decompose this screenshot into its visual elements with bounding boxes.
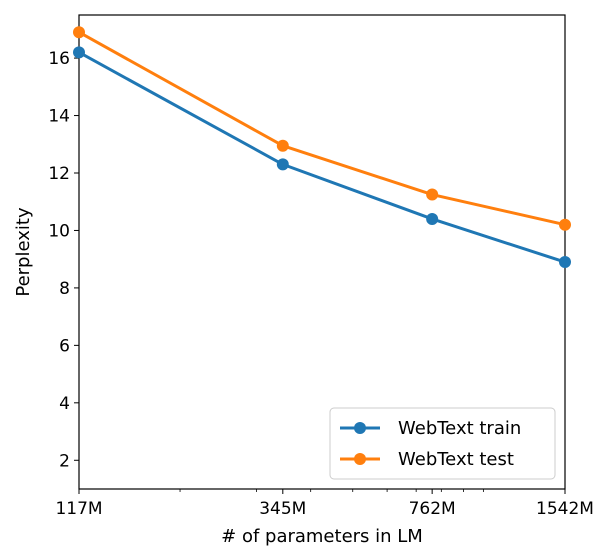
y-tick-label: 6 [59, 336, 70, 356]
y-tick-label: 10 [48, 221, 70, 241]
y-tick-label: 12 [48, 164, 70, 184]
data-point [559, 256, 571, 269]
data-point [276, 139, 289, 152]
data-point [276, 158, 289, 171]
x-tick-label: 117M [55, 499, 102, 519]
x-axis-label: # of parameters in LM [221, 526, 423, 547]
data-point [426, 188, 439, 201]
data-point [426, 212, 439, 225]
x-tick-label: 762M [409, 499, 456, 519]
legend-marker [354, 453, 366, 465]
legend-box [329, 407, 556, 480]
data-point [73, 46, 85, 59]
series-line [78, 51, 566, 264]
legend-marker [354, 422, 366, 434]
data-point [73, 26, 85, 39]
x-tick-label: 345M [259, 499, 306, 519]
y-tick-label: 2 [59, 451, 70, 471]
legend-label: WebText train [398, 418, 521, 439]
series-line [78, 30, 566, 227]
legend: WebText train WebText test [329, 407, 556, 480]
y-tick-label: 14 [48, 107, 70, 127]
x-minor-ticks [179, 489, 484, 492]
y-axis: 2 4 6 8 10 12 14 16 [48, 49, 79, 471]
x-tick-label: 1542M [536, 499, 594, 519]
data-point [559, 218, 571, 231]
series-layer [73, 26, 571, 269]
x-axis: 117M 345M 762M 1542M [55, 489, 594, 519]
plot-frame [78, 14, 566, 490]
y-tick-label: 4 [59, 394, 70, 414]
y-tick-label: 16 [48, 49, 70, 69]
y-tick-label: 8 [59, 279, 70, 299]
y-axis-label: Perplexity [13, 207, 34, 297]
legend-label: WebText test [398, 449, 514, 470]
